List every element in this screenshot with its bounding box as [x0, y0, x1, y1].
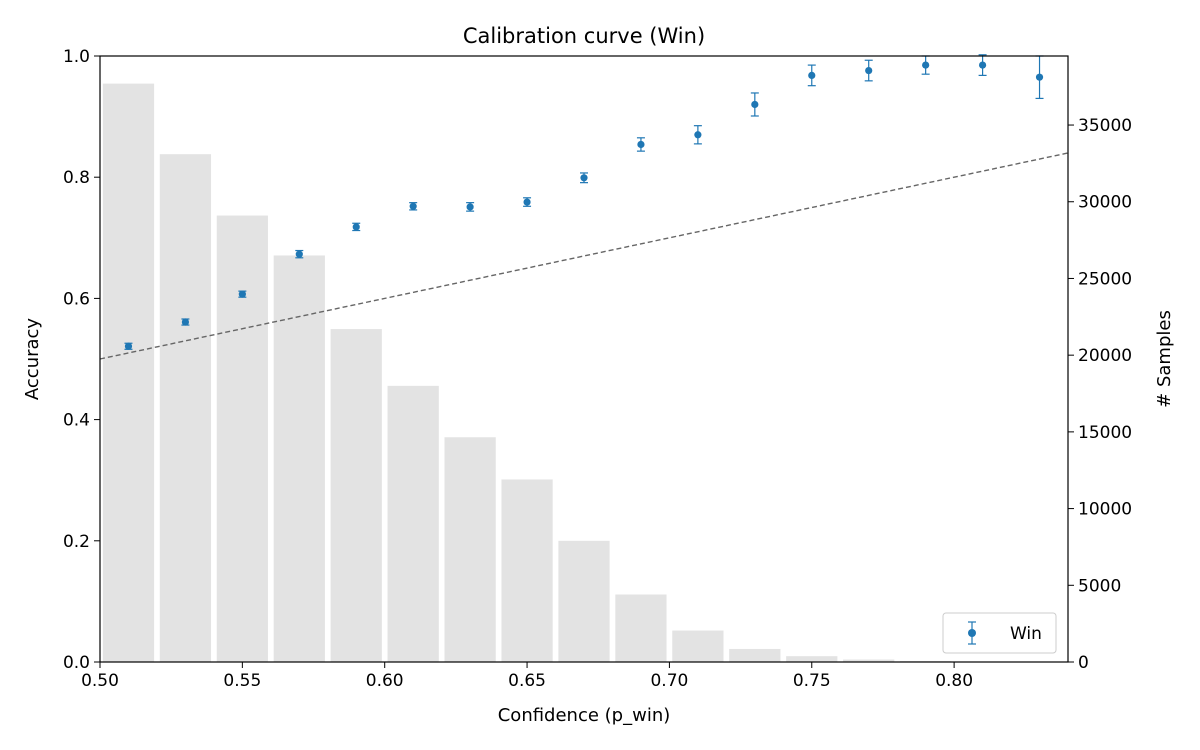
chart-title: Calibration curve (Win): [463, 24, 705, 48]
y2-tick-label: 15000: [1078, 423, 1132, 443]
data-point: [409, 202, 417, 210]
x-tick-label: 0.60: [366, 671, 404, 691]
x-tick-label: 0.75: [793, 671, 831, 691]
data-point: [523, 198, 531, 206]
histogram-bar: [216, 215, 268, 662]
data-point: [466, 203, 474, 211]
histogram-bar: [843, 659, 895, 662]
histogram-bar: [786, 656, 838, 662]
y-tick-label: 0.2: [63, 532, 90, 552]
y2-tick-label: 10000: [1078, 500, 1132, 520]
x-tick-label: 0.50: [81, 671, 119, 691]
data-point: [238, 290, 246, 298]
y2-tick-label: 30000: [1078, 193, 1132, 213]
histogram-bar: [444, 437, 496, 662]
y-axis-ticks: 0.0 0.2 0.4 0.6 0.8 1.0: [63, 47, 100, 673]
histogram-bar: [501, 479, 553, 662]
y2-axis-label: # Samples: [1154, 310, 1175, 408]
data-point: [978, 61, 987, 69]
x-axis-label: Confidence (p_win): [498, 705, 671, 726]
legend-box: [942, 612, 1057, 654]
x-tick-label: 0.55: [223, 671, 261, 691]
data-point: [637, 140, 645, 149]
reference-layer: [99, 152, 1069, 360]
y-tick-label: 0.4: [63, 411, 90, 431]
histogram-bar: [729, 648, 781, 662]
legend: Win: [942, 612, 1057, 654]
y2-tick-label: 0: [1078, 653, 1089, 673]
histogram-bar: [615, 594, 667, 662]
reference-diagonal-line: [99, 152, 1069, 360]
y2-tick-label: 25000: [1078, 269, 1132, 289]
y2-tick-label: 20000: [1078, 346, 1132, 366]
points-layer: [124, 54, 1044, 350]
legend-label: Win: [1010, 624, 1042, 644]
histogram-bar: [330, 329, 382, 662]
data-point: [865, 66, 873, 75]
data-point: [580, 174, 588, 182]
x-axis-ticks: 0.50 0.55 0.60 0.65 0.70 0.75 0.80: [81, 662, 973, 691]
x-tick-label: 0.65: [508, 671, 546, 691]
histogram-bar: [273, 255, 325, 662]
y2-tick-label: 35000: [1078, 116, 1132, 136]
y-tick-label: 0.8: [63, 168, 90, 188]
data-point: [922, 61, 930, 69]
y-tick-label: 1.0: [63, 47, 90, 67]
histogram-bar: [558, 540, 610, 662]
data-point: [751, 100, 759, 109]
x-tick-label: 0.70: [650, 671, 688, 691]
y-tick-label: 0.0: [63, 653, 90, 673]
histogram-bar: [387, 385, 439, 662]
y-tick-label: 0.6: [63, 289, 90, 309]
histogram-bar: [102, 83, 155, 663]
histogram-bar: [672, 630, 724, 662]
data-point: [295, 250, 303, 258]
data-point: [181, 318, 190, 326]
y2-axis-ticks: 0 5000 10000 15000 20000 25000 30000 35000: [1068, 116, 1132, 673]
data-point: [1035, 73, 1044, 81]
data-point: [124, 342, 133, 350]
y-axis-label: Accuracy: [22, 318, 43, 401]
data-point: [808, 71, 816, 79]
x-tick-label: 0.80: [935, 671, 973, 691]
data-point: [694, 131, 702, 139]
data-point: [352, 223, 360, 231]
histogram-bar: [159, 154, 212, 662]
y2-tick-label: 5000: [1078, 576, 1121, 596]
legend-marker: [968, 629, 976, 637]
histogram-layer: [102, 83, 1066, 663]
plot-frame: [99, 55, 1069, 663]
